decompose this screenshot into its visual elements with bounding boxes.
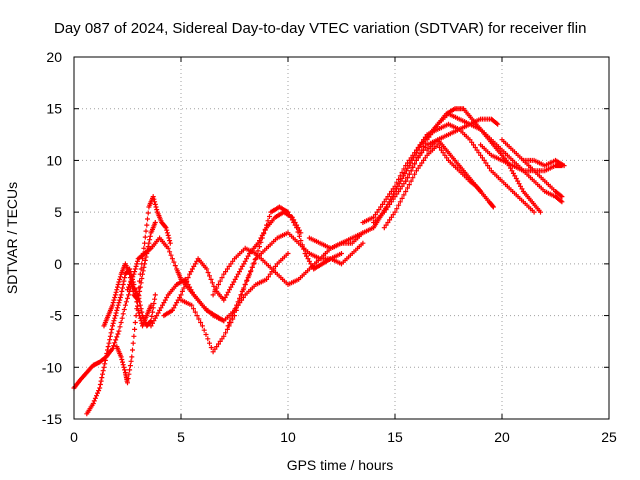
series-sat-p	[424, 116, 501, 153]
x-tick-label: 10	[280, 429, 296, 445]
x-tick-label: 20	[494, 429, 510, 445]
y-tick-label: -10	[42, 359, 62, 375]
x-tick-label: 25	[601, 429, 617, 445]
series-sat-b	[84, 266, 154, 417]
y-axis-ticks: -15 -10 -5 0 5 10 15 20	[42, 49, 609, 427]
marker-trace	[478, 142, 565, 174]
marker-trace	[520, 157, 567, 169]
series-sat-q	[478, 142, 565, 174]
series-sat-k	[306, 106, 543, 251]
marker-trace	[161, 209, 304, 319]
marker-trace	[424, 116, 501, 153]
series-sat-c	[101, 220, 158, 329]
series-sat-s	[520, 157, 567, 169]
marker-trace	[306, 106, 543, 251]
marker-trace	[178, 230, 344, 355]
grid-lines	[74, 57, 609, 419]
y-tick-label: 10	[46, 152, 62, 168]
x-tick-label: 0	[70, 429, 78, 445]
marker-trace	[403, 111, 565, 205]
chart-title: Day 087 of 2024, Sidereal Day-to-day VTE…	[54, 20, 586, 37]
y-axis-label: SDTVAR / TECUs	[4, 182, 20, 294]
data-points	[71, 106, 567, 417]
x-axis-ticks: 0 5 10 15 20 25	[70, 57, 617, 445]
x-tick-label: 5	[177, 429, 185, 445]
y-tick-label: -15	[42, 411, 62, 427]
series-sat-d	[114, 194, 173, 386]
y-tick-label: -5	[50, 308, 63, 324]
marker-trace	[101, 220, 158, 329]
marker-trace	[84, 266, 154, 417]
y-tick-label: 15	[46, 101, 62, 117]
series-sat-n	[381, 142, 484, 231]
series-sat-h	[178, 230, 344, 355]
series-sat-o	[403, 111, 565, 205]
x-tick-label: 15	[387, 429, 403, 445]
x-axis-label: GPS time / hours	[287, 457, 394, 473]
marker-trace	[381, 142, 484, 231]
series-sat-j	[225, 204, 366, 329]
marker-trace	[225, 204, 366, 329]
series-sat-g	[161, 209, 304, 319]
y-tick-label: 20	[46, 49, 62, 65]
marker-trace	[114, 194, 173, 386]
plot-frame	[73, 56, 610, 420]
y-tick-label: 0	[54, 256, 62, 272]
y-tick-label: 5	[54, 204, 62, 220]
